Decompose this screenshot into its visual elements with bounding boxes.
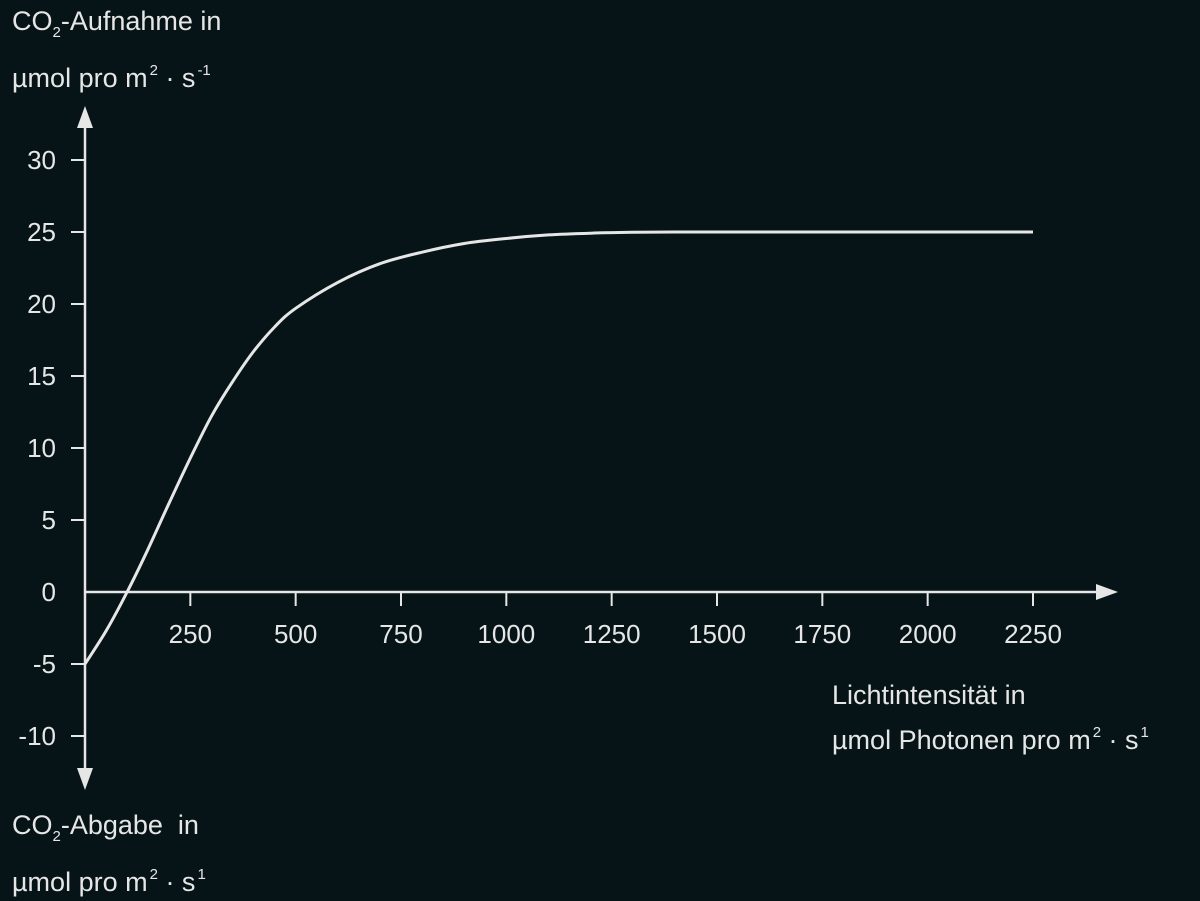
y-tick-label: 15 (27, 361, 56, 391)
y-tick-label: -5 (33, 649, 56, 679)
y-bottom-sup2: 1 (197, 866, 206, 883)
y-tick-label: 5 (42, 505, 56, 535)
x-tick-label: 500 (274, 619, 317, 649)
y-tick-label: 25 (27, 217, 56, 247)
y-bottom-unit-text: µmol pro m (12, 867, 148, 897)
y-bottom-sup1: 2 (149, 866, 158, 883)
y-top-mid-text: · s (157, 63, 196, 93)
x-tick-label: 1750 (793, 619, 851, 649)
x-ticks: 250 500 750 1000 1250 1500 1750 2000 2250 (169, 592, 1062, 649)
y-bottom-sub: 2 (52, 828, 61, 845)
y-bottom-post-text: -Abgabe in (60, 810, 199, 840)
y-top-sub: 2 (52, 24, 61, 41)
x-axis-arrow-icon (1096, 584, 1118, 600)
y-ticks: -10 -5 0 5 10 15 20 25 30 (18, 145, 85, 751)
y-top-label-line1: CO2-Aufnahme in (12, 2, 221, 52)
x-sup2: 1 (1140, 724, 1149, 741)
y-tick-label: -10 (18, 721, 56, 751)
x-unit-text: µmol Photonen pro m (832, 725, 1091, 755)
y-tick-label: 20 (27, 289, 56, 319)
y-bottom-co-text: CO (12, 810, 53, 840)
x-sup1: 2 (1092, 724, 1102, 741)
y-bottom-label-line1: CO2-Abgabe in (12, 806, 206, 856)
y-top-sup2: -1 (197, 62, 211, 79)
x-tick-label: 250 (169, 619, 212, 649)
x-mid-text: · s (1101, 725, 1139, 755)
y-axis-arrow-down-icon (77, 768, 93, 790)
y-top-sup1: 2 (149, 62, 158, 79)
x-tick-label: 1000 (477, 619, 535, 649)
y-tick-label: 0 (42, 577, 56, 607)
x-tick-label: 2000 (899, 619, 957, 649)
y-top-co-text: CO (12, 6, 53, 36)
x-tick-label: 1250 (583, 619, 641, 649)
y-bottom-mid-text: · s (157, 867, 196, 897)
x-label-line1: Lichtintensität in (832, 680, 1026, 710)
x-tick-label: 750 (379, 619, 422, 649)
x-tick-label: 2250 (1004, 619, 1062, 649)
x-tick-label: 1500 (688, 619, 746, 649)
y-top-post-text: -Aufnahme in (60, 6, 222, 36)
y-tick-label: 10 (27, 433, 56, 463)
y-axis-arrow-up-icon (77, 106, 93, 128)
y-tick-label: 30 (27, 145, 56, 175)
co2-curve (83, 230, 1033, 665)
y-top-unit-text: µmol pro m (12, 63, 148, 93)
